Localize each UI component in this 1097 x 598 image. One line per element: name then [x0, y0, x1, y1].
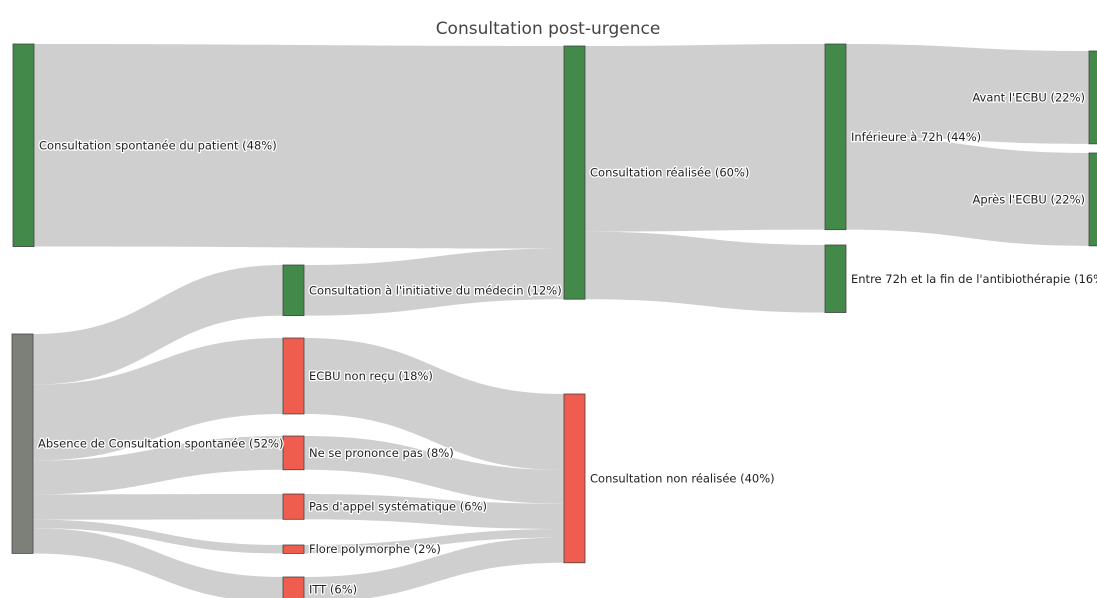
node-absence	[11, 333, 34, 554]
node-pas_appel	[282, 493, 305, 520]
node-avant	[1088, 50, 1097, 145]
node-entre72	[824, 244, 847, 313]
node-label-non_realisee: Consultation non réalisée (40%)	[590, 471, 775, 485]
node-label-flore: Flore polymorphe (2%)	[309, 542, 441, 556]
node-label-absence: Absence de Consultation spontanée (52%)	[38, 437, 283, 451]
node-label-spont: Consultation spontanée du patient (48%)	[39, 138, 277, 152]
link-flore-to-non_realisee	[304, 529, 564, 554]
link-spont-to-realisee	[34, 44, 564, 249]
node-flore	[282, 544, 305, 554]
link-inf72-to-avant	[846, 44, 1089, 144]
node-label-pas_appel: Pas d'appel systématique (6%)	[309, 500, 487, 514]
link-realisee-to-entre72	[585, 231, 825, 313]
node-label-nspp: Ne se prononce pas (8%)	[309, 446, 454, 460]
node-label-itt: ITT (6%)	[309, 583, 357, 597]
link-absence-to-nspp	[33, 436, 283, 495]
node-spont	[12, 43, 35, 247]
node-label-realisee: Consultation réalisée (60%)	[590, 166, 749, 180]
node-ecbu_nr	[282, 337, 305, 415]
nodes-layer	[11, 43, 1097, 598]
link-nspp-to-non_realisee	[304, 436, 564, 504]
node-label-entre72: Entre 72h et la fin de l'antibiothérapie…	[851, 272, 1097, 286]
node-label-apres: Après l'ECBU (22%)	[972, 192, 1085, 206]
node-non_realisee	[563, 393, 586, 564]
link-absence-to-itt	[33, 528, 283, 598]
node-label-ecbu_nr: ECBU non reçu (18%)	[309, 369, 433, 383]
labels-layer: Consultation spontanée du patient (48%) A…	[37, 89, 1097, 598]
node-label-inf72: Inférieure à 72h (44%)	[851, 130, 981, 144]
node-label-medecin: Consultation à l'initiative du médecin (…	[309, 283, 562, 297]
link-medecin-to-realisee	[304, 248, 564, 316]
link-absence-to-flore	[33, 519, 283, 554]
node-nspp	[282, 435, 305, 471]
link-ecbu_nr-to-non_realisee	[304, 338, 564, 470]
link-itt-to-non_realisee	[304, 537, 564, 598]
node-apres	[1088, 152, 1097, 247]
chart-title: Consultation post-urgence	[436, 19, 661, 39]
link-realisee-to-inf72	[585, 44, 825, 232]
link-absence-to-ecbu_nr	[33, 338, 283, 461]
node-medecin	[282, 264, 305, 317]
node-label-avant: Avant l'ECBU (22%)	[972, 90, 1085, 104]
node-itt	[282, 576, 305, 598]
node-realisee	[563, 45, 586, 300]
node-inf72	[824, 43, 847, 231]
link-pas_appel-to-non_realisee	[304, 494, 564, 530]
link-absence-to-pas_appel	[33, 494, 283, 520]
link-absence-to-medecin	[33, 265, 283, 385]
links-layer	[33, 44, 1089, 598]
link-inf72-to-apres	[846, 136, 1089, 246]
